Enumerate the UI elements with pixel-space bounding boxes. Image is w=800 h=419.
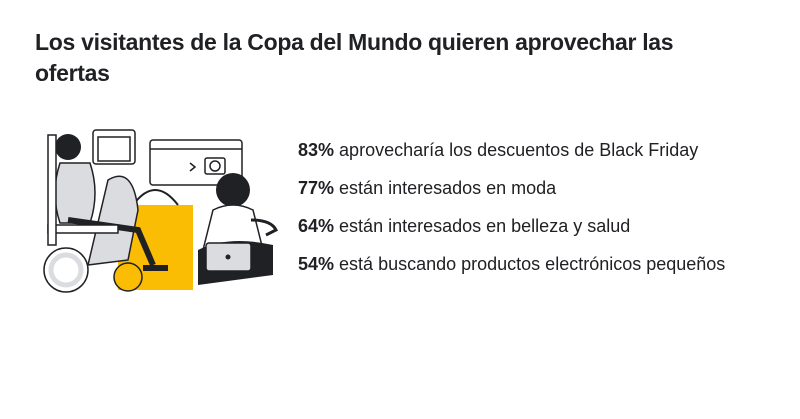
stat-item: 54% está buscando productos electrónicos…	[298, 252, 778, 277]
stat-item: 83% aprovecharía los descuentos de Black…	[298, 138, 778, 163]
stat-text: está buscando productos electrónicos peq…	[339, 254, 726, 274]
title: Los visitantes de la Copa del Mundo quie…	[35, 29, 674, 86]
stat-item: 77% están interesados en moda	[298, 176, 778, 201]
stat-item: 64% están interesados en belleza y salud	[298, 214, 778, 239]
stat-text: aprovecharía los descuentos de Black Fri…	[339, 140, 699, 160]
stats-list: 83% aprovecharía los descuentos de Black…	[298, 138, 778, 290]
illustration	[43, 129, 279, 293]
stat-text: están interesados en belleza y salud	[339, 216, 631, 236]
stat-percent: 83%	[298, 140, 335, 160]
stat-text: están interesados en moda	[339, 178, 557, 198]
stat-percent: 54%	[298, 254, 335, 274]
stat-percent: 64%	[298, 216, 335, 236]
stat-percent: 77%	[298, 178, 335, 198]
